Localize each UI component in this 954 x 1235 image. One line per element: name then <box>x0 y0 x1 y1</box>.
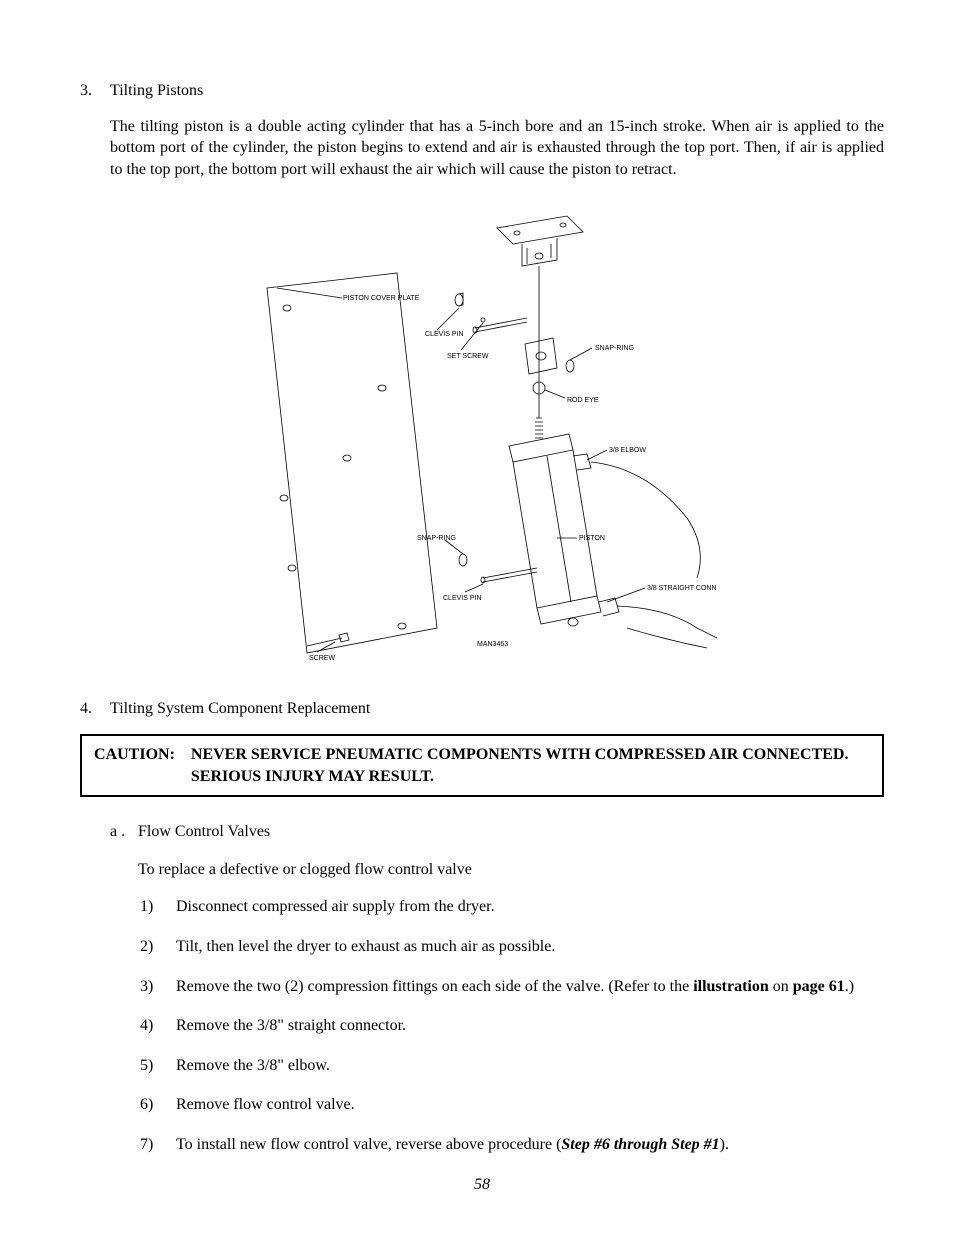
section-3-title: Tilting Pistons <box>110 80 884 102</box>
section-4-number: 4. <box>80 698 110 720</box>
step-list: 1) Disconnect compressed air supply from… <box>140 896 884 1155</box>
piston-exploded-diagram: PISTON COVER PLATE CLEVIS PIN SET SCREW … <box>80 208 884 668</box>
page-number: 58 <box>80 1174 884 1196</box>
caution-box: CAUTION: NEVER SERVICE PNEUMATIC COMPONE… <box>80 734 884 797</box>
step-7: 7) To install new flow control valve, re… <box>140 1134 884 1156</box>
subsection-a-key: a . <box>110 821 138 843</box>
label-clevis-pin-top: CLEVIS PIN <box>425 331 464 338</box>
label-elbow: 3/8 ELBOW <box>609 447 646 454</box>
step-2: 2) Tilt, then level the dryer to exhaust… <box>140 936 884 958</box>
label-screw: SCREW <box>309 655 335 662</box>
section-3-number: 3. <box>80 80 110 102</box>
label-snap-ring-top: SNAP-RING <box>595 345 634 352</box>
step-5: 5) Remove the 3/8" elbow. <box>140 1055 884 1077</box>
caution-text: NEVER SERVICE PNEUMATIC COMPONENTS WITH … <box>191 744 870 787</box>
caution-label: CAUTION: <box>94 744 191 787</box>
subsection-a-intro: To replace a defective or clogged flow c… <box>138 859 472 881</box>
label-drawing-no: MAN3463 <box>477 641 508 648</box>
section-3-body: The tilting piston is a double acting cy… <box>80 116 884 195</box>
label-piston-cover-plate: PISTON COVER PLATE <box>343 295 420 302</box>
subsection-a: a . Flow Control Valves To replace a def… <box>110 821 884 1155</box>
page: 3. Tilting Pistons The tilting piston is… <box>0 0 954 1235</box>
label-piston: PISTON <box>579 535 605 542</box>
step-1: 1) Disconnect compressed air supply from… <box>140 896 884 918</box>
step-3: 3) Remove the two (2) compression fittin… <box>140 976 884 998</box>
section-4-title: Tilting System Component Replacement <box>110 698 884 720</box>
label-snap-ring-bottom: SNAP-RING <box>417 535 456 542</box>
subsection-a-title: Flow Control Valves <box>138 821 270 843</box>
step-6: 6) Remove flow control valve. <box>140 1094 884 1116</box>
section-4-heading: 4. Tilting System Component Replacement <box>80 698 884 720</box>
label-clevis-pin-bottom: CLEVIS PIN <box>443 595 482 602</box>
label-rod-eye: ROD EYE <box>567 397 599 404</box>
section-3-heading: 3. Tilting Pistons <box>80 80 884 102</box>
step-4: 4) Remove the 3/8" straight connector. <box>140 1015 884 1037</box>
section-3-paragraph: The tilting piston is a double acting cy… <box>110 116 884 181</box>
label-set-screw: SET SCREW <box>447 353 489 360</box>
label-straight-connector: 3/8 STRAIGHT CONNECTOR <box>647 585 717 592</box>
